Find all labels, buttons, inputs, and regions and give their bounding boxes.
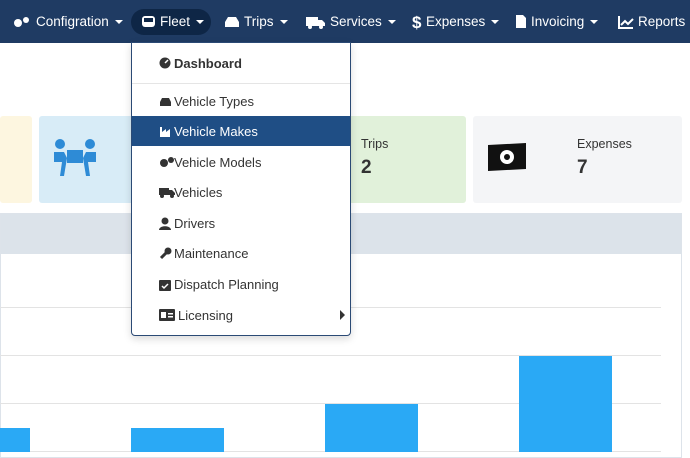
nav-item[interactable]: $ Expenses	[412, 0, 500, 43]
nav-label: Configration	[36, 14, 109, 29]
menu-label: Dashboard	[174, 55, 242, 71]
dropdown-menu: Dashboard Vehicle Types Vehicle Makes Ve…	[131, 42, 351, 336]
nav-label: Services	[330, 14, 382, 29]
menu-label: Licensing	[178, 307, 233, 323]
icon	[14, 16, 29, 27]
grid-line	[0, 355, 661, 356]
nav-item[interactable]: Services	[306, 0, 396, 43]
nav-label: Trips	[244, 14, 274, 29]
menu-item[interactable]: Dashboard	[132, 48, 350, 78]
icon: $	[412, 14, 422, 30]
icon	[488, 143, 526, 171]
icon	[159, 279, 171, 291]
submenu-arrow	[340, 310, 345, 320]
icon	[142, 15, 155, 27]
icon	[306, 16, 325, 29]
bar	[0, 428, 30, 452]
nav-label: Invoicing	[531, 14, 585, 29]
icon	[225, 16, 239, 27]
icon	[159, 187, 175, 198]
menu-label: Dispatch Planning	[174, 276, 279, 292]
card: Expenses 7	[473, 116, 682, 203]
nav-item[interactable]: Trips	[224, 0, 288, 43]
nav-item[interactable]: Invoicing	[515, 0, 599, 43]
menu-item[interactable]: Drivers	[132, 208, 350, 238]
caret	[491, 19, 500, 24]
caret	[590, 19, 599, 24]
navbar: Configration Fleet Trips Services $ Expen…	[0, 0, 690, 43]
icon	[159, 57, 171, 69]
icon	[159, 217, 171, 230]
card-label: Trips	[361, 137, 389, 151]
icon	[159, 309, 175, 321]
menu-item[interactable]: Vehicles	[132, 177, 350, 207]
nav-label: Expenses	[426, 14, 486, 29]
bar	[325, 404, 418, 452]
grid-line	[0, 403, 661, 404]
nav-item[interactable]: Fleet	[141, 0, 205, 43]
menu-item[interactable]: Licensing	[132, 300, 350, 330]
menu-label: Vehicles	[174, 184, 223, 200]
nav-label: Reports	[638, 14, 686, 29]
menu-item[interactable]: Vehicle Makes	[132, 116, 350, 146]
nav-item[interactable]: Configration	[12, 0, 123, 43]
card: Trips 2	[346, 116, 466, 203]
icon	[160, 97, 171, 106]
menu-label: Drivers	[174, 215, 216, 231]
caret	[114, 19, 123, 24]
icon	[618, 15, 634, 29]
menu-item[interactable]: Vehicle Types	[132, 86, 350, 116]
divider	[132, 83, 350, 84]
card	[0, 116, 32, 203]
menu-label: Maintenance	[174, 245, 249, 261]
bar	[131, 428, 224, 452]
icon	[54, 139, 96, 176]
caret	[196, 19, 205, 24]
menu-item[interactable]: Dispatch Planning	[132, 269, 350, 299]
card-label: Expenses	[577, 137, 632, 151]
bar	[519, 356, 612, 452]
nav-label: Fleet	[160, 14, 191, 29]
menu-item[interactable]: Maintenance	[132, 238, 350, 268]
icon	[516, 15, 526, 28]
card-value: 7	[577, 157, 588, 178]
menu-label: Vehicle Models	[174, 154, 262, 170]
icon	[160, 126, 170, 137]
svg-text:$: $	[412, 14, 422, 30]
menu-item[interactable]: Vehicle Models	[132, 147, 350, 177]
nav-item[interactable]: Reports	[618, 0, 685, 43]
icon	[160, 157, 174, 167]
menu-label: Vehicle Types	[174, 93, 254, 109]
menu-label: Vehicle Makes	[174, 123, 258, 139]
icon	[159, 247, 172, 259]
caret	[387, 19, 396, 24]
card-value: 2	[361, 157, 372, 178]
caret	[279, 19, 288, 24]
